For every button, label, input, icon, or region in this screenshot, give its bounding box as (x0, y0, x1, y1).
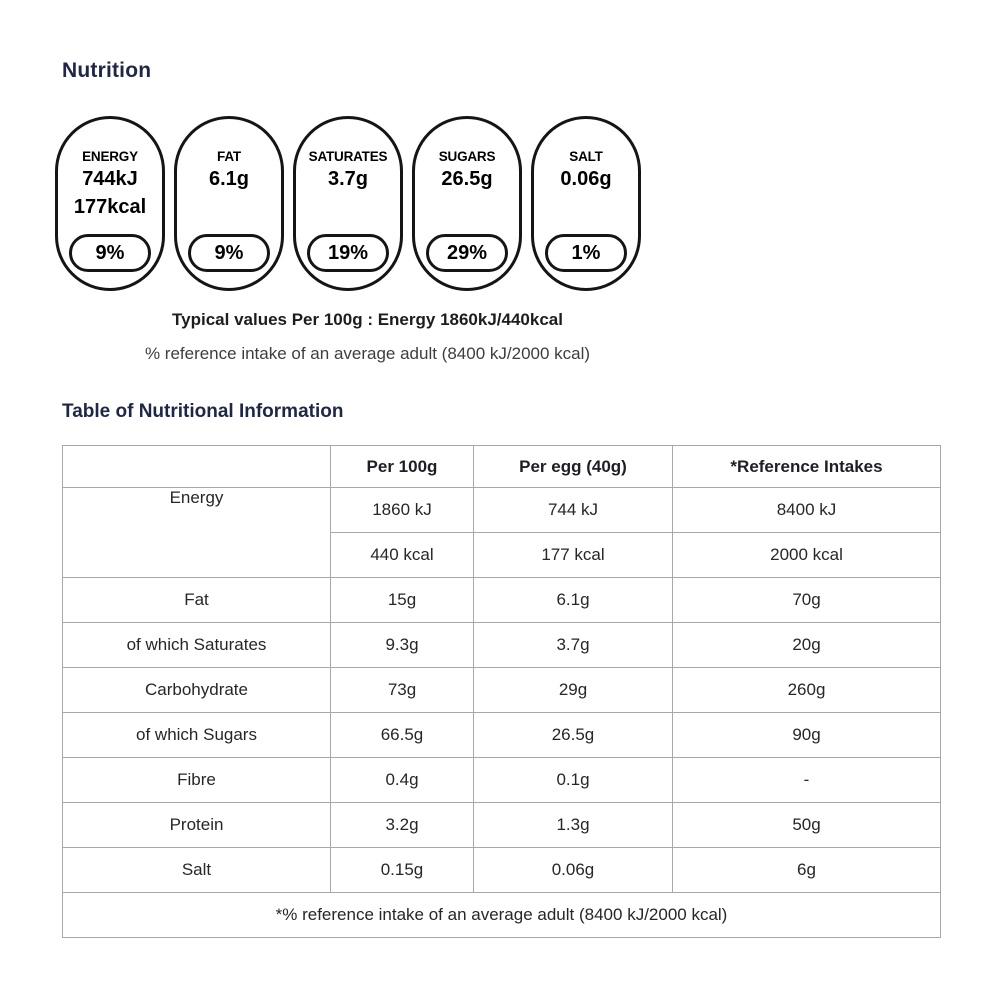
badge-fat-label: FAT (217, 149, 241, 164)
sugars-per-100g: 66.5g (330, 712, 474, 758)
table-row-sugars: of which Sugars 66.5g 26.5g 90g (62, 712, 941, 758)
header-reference-intakes: *Reference Intakes (672, 445, 941, 488)
row-label-saturates: of which Saturates (62, 622, 331, 668)
saturates-reference: 20g (672, 622, 941, 668)
row-label-carbohydrate: Carbohydrate (62, 667, 331, 713)
fat-per-egg: 6.1g (473, 577, 673, 623)
badge-saturates: SATURATES 3.7g 19% (293, 116, 403, 291)
fat-per-100g: 15g (330, 577, 474, 623)
table-header-row: Per 100g Per egg (40g) *Reference Intake… (62, 445, 941, 488)
row-label-energy: Energy (62, 487, 331, 578)
energy-kcal-per-egg: 177 kcal (473, 532, 673, 578)
nutrition-table: Per 100g Per egg (40g) *Reference Intake… (62, 445, 941, 938)
badge-sugars-value: 26.5g (441, 168, 493, 190)
badge-salt-value: 0.06g (560, 168, 612, 190)
row-label-fibre: Fibre (62, 757, 331, 803)
saturates-per-100g: 9.3g (330, 622, 474, 668)
badge-energy-percent: 9% (69, 234, 151, 272)
badge-salt-percent: 1% (545, 234, 627, 272)
energy-kj-reference: 8400 kJ (672, 487, 941, 533)
badge-fat-percent: 9% (188, 234, 270, 272)
table-footnote-row: *% reference intake of an average adult … (62, 892, 941, 938)
reference-intake-note: % reference intake of an average adult (… (144, 344, 591, 363)
nutrition-heading: Nutrition (62, 59, 152, 82)
nutrition-badge-row: ENERGY 744kJ 177kcal 9% FAT 6.1g 9% SATU… (55, 116, 1000, 291)
salt-reference: 6g (672, 847, 941, 893)
table-footnote: *% reference intake of an average adult … (62, 892, 941, 938)
header-empty-cell (62, 445, 331, 488)
energy-kcal-per-100g: 440 kcal (330, 532, 474, 578)
badge-salt-label: SALT (569, 149, 603, 164)
header-per-egg: Per egg (40g) (473, 445, 673, 488)
table-row-fat: Fat 15g 6.1g 70g (62, 577, 941, 623)
badge-saturates-label: SATURATES (308, 149, 388, 164)
table-row-protein: Protein 3.2g 1.3g 50g (62, 802, 941, 848)
row-label-salt: Salt (62, 847, 331, 893)
fibre-per-egg: 0.1g (473, 757, 673, 803)
table-row-fibre: Fibre 0.4g 0.1g - (62, 757, 941, 803)
fibre-per-100g: 0.4g (330, 757, 474, 803)
table-heading: Table of Nutritional Information (62, 401, 344, 422)
sugars-per-egg: 26.5g (473, 712, 673, 758)
badge-salt: SALT 0.06g 1% (531, 116, 641, 291)
carbohydrate-per-100g: 73g (330, 667, 474, 713)
salt-per-100g: 0.15g (330, 847, 474, 893)
energy-kcal-reference: 2000 kcal (672, 532, 941, 578)
protein-per-100g: 3.2g (330, 802, 474, 848)
fat-reference: 70g (672, 577, 941, 623)
carbohydrate-per-egg: 29g (473, 667, 673, 713)
badge-sugars-percent: 29% (426, 234, 508, 272)
badge-energy-value-kj: 744kJ (82, 168, 138, 190)
row-label-protein: Protein (62, 802, 331, 848)
badge-fat-value: 6.1g (208, 168, 250, 190)
sugars-reference: 90g (672, 712, 941, 758)
header-per-100g: Per 100g (330, 445, 474, 488)
badge-energy-label: ENERGY (82, 149, 138, 164)
carbohydrate-reference: 260g (672, 667, 941, 713)
typical-values-note: Typical values Per 100g : Energy 1860kJ/… (172, 310, 563, 329)
table-row-salt: Salt 0.15g 0.06g 6g (62, 847, 941, 893)
energy-kj-per-100g: 1860 kJ (330, 487, 474, 533)
salt-per-egg: 0.06g (473, 847, 673, 893)
badge-saturates-percent: 19% (307, 234, 389, 272)
badge-fat: FAT 6.1g 9% (174, 116, 284, 291)
energy-kj-per-egg: 744 kJ (473, 487, 673, 533)
table-row-saturates: of which Saturates 9.3g 3.7g 20g (62, 622, 941, 668)
table-row-energy-kj: Energy 1860 kJ 744 kJ 8400 kJ (62, 487, 941, 578)
badge-energy: ENERGY 744kJ 177kcal 9% (55, 116, 165, 291)
row-label-fat: Fat (62, 577, 331, 623)
table-row-carbohydrate: Carbohydrate 73g 29g 260g (62, 667, 941, 713)
badge-energy-value-kcal: 177kcal (73, 196, 147, 218)
fibre-reference: - (672, 757, 941, 803)
row-label-sugars: of which Sugars (62, 712, 331, 758)
protein-reference: 50g (672, 802, 941, 848)
badge-sugars-label: SUGARS (438, 149, 496, 164)
table-row-energy-kcal: 440 kcal 177 kcal 2000 kcal (63, 532, 941, 578)
badge-sugars: SUGARS 26.5g 29% (412, 116, 522, 291)
badge-saturates-value: 3.7g (327, 168, 369, 190)
protein-per-egg: 1.3g (473, 802, 673, 848)
saturates-per-egg: 3.7g (473, 622, 673, 668)
